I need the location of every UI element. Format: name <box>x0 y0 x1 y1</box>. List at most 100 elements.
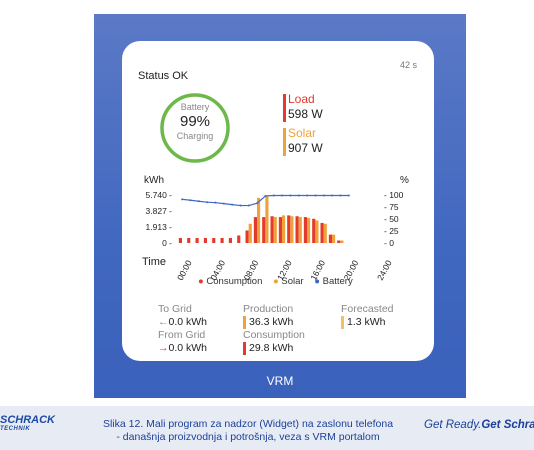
solar-bar <box>257 197 261 243</box>
consumption-bar <box>220 237 224 243</box>
solar-bar <box>265 196 269 243</box>
schrack-logo: SCHRACK TECHNIK <box>0 414 55 432</box>
slogan-regular: Get Ready. <box>424 419 482 431</box>
vrm-widget-card[interactable]: 42 s Status OK Battery 99% Charging Load… <box>122 41 434 361</box>
consumption-bar <box>253 217 257 243</box>
consumption-bar <box>237 235 241 243</box>
slogan-bold: Get Schra <box>481 419 534 431</box>
production-value: 36.3 kWh <box>249 316 294 328</box>
right-tick-label: - 75 <box>384 202 399 212</box>
legend-consumption[interactable]: ● Consumption <box>198 276 263 287</box>
right-tick-label: - 25 <box>384 226 399 236</box>
consumption-value: 29.8 kWh <box>249 342 294 354</box>
consumption-bar <box>287 215 291 243</box>
battery-point <box>331 194 334 197</box>
consumption-bar <box>245 230 249 243</box>
forecasted-indicator-bar <box>341 316 344 329</box>
battery-point <box>206 201 209 204</box>
x-axis-title: Time <box>142 256 166 268</box>
solar-value: 907 W <box>288 141 323 155</box>
battery-point <box>281 194 284 197</box>
to-grid-row: ←0.0 kWh <box>158 316 207 328</box>
solar-bar <box>290 216 294 243</box>
x-tick-label: 24:00 <box>375 258 394 282</box>
left-tick-label: 1.913 - <box>146 222 173 232</box>
from-grid-value: 0.0 kWh <box>168 342 208 354</box>
consumption-bar <box>262 217 266 243</box>
consumption-bar <box>320 222 324 243</box>
solar-bar <box>332 234 336 243</box>
legend-solar[interactable]: ● Solar <box>273 276 304 287</box>
energy-chart: kWh % Time 5.740 - 3.827 - 1.913 - 0 - - 10… <box>142 175 409 282</box>
battery-point <box>231 203 234 206</box>
battery-point <box>247 204 250 207</box>
battery-point <box>339 194 342 197</box>
left-tick-label: 5.740 - <box>146 190 173 200</box>
solar-bar <box>273 217 277 243</box>
battery-state: Charging <box>176 131 214 141</box>
right-tick-label: - 100 <box>384 190 404 200</box>
legend-battery[interactable]: ● Battery <box>314 276 353 287</box>
chart-legend: ● Consumption ● Solar ● Battery <box>198 276 353 287</box>
consumption-bar <box>203 237 207 243</box>
consumption-bar <box>328 234 332 243</box>
solar-label: Solar <box>288 126 317 140</box>
battery-point <box>289 194 292 197</box>
figure-caption: Slika 12. Mali program za nadzor (Widget… <box>78 418 418 444</box>
solar-bar <box>307 217 311 243</box>
left-arrow-icon: ← <box>158 316 169 328</box>
solar-bar <box>282 215 286 243</box>
left-tick-label: 3.827 - <box>146 206 173 216</box>
from-grid-row: →0.0 kWh <box>158 342 207 354</box>
x-tick-label: 00:00 <box>175 258 194 282</box>
battery-point <box>347 194 350 197</box>
consumption-bar <box>312 218 316 243</box>
to-grid-value: 0.0 kWh <box>168 316 208 328</box>
left-tick-label: 0 - <box>162 238 172 248</box>
consumption-bar <box>212 237 216 243</box>
caption-line-2: - današnja proizvodnja i potrošnja, veza… <box>116 431 380 443</box>
consumption-bar <box>295 216 299 243</box>
solar-bar <box>323 223 327 243</box>
refresh-age: 42 s <box>400 60 418 70</box>
consumption-indicator-bar <box>243 342 246 355</box>
consumption-bar <box>187 237 191 243</box>
battery-ring-labels: Battery 99% Charging <box>158 102 232 141</box>
solar-bar <box>315 220 319 243</box>
consumption-label: Consumption <box>243 329 305 341</box>
battery-point <box>197 200 200 203</box>
right-axis-title: % <box>400 175 409 186</box>
caption-line-1: Slika 12. Mali program za nadzor (Widget… <box>102 418 394 430</box>
battery-point <box>222 202 225 205</box>
battery-point <box>256 202 259 205</box>
from-grid-label: From Grid <box>158 329 206 341</box>
logo-subtext: TECHNIK <box>0 426 31 432</box>
load-value: 598 W <box>288 107 323 121</box>
forecasted-value: 1.3 kWh <box>347 316 386 328</box>
battery-point <box>272 194 275 197</box>
solar-bar <box>248 223 252 243</box>
status-text: Status OK <box>138 70 189 82</box>
solar-indicator-bar <box>283 128 286 156</box>
battery-percent: 99% <box>179 113 211 130</box>
app-name-label: VRM <box>266 374 294 388</box>
consumption-bar <box>195 237 199 243</box>
battery-label: Battery <box>180 102 210 112</box>
slogan: Get Ready.Get Schra <box>424 419 534 431</box>
consumption-bar <box>228 237 232 243</box>
consumption-bar <box>270 216 274 243</box>
left-axis-title: kWh <box>144 175 164 186</box>
battery-point <box>322 194 325 197</box>
solar-bar <box>340 240 344 243</box>
production-label: Production <box>243 303 294 315</box>
battery-point <box>306 194 309 197</box>
right-arrow-icon: → <box>158 342 169 354</box>
consumption-bar <box>337 240 341 243</box>
logo-text: SCHRACK <box>0 414 55 426</box>
load-indicator-bar <box>283 94 286 122</box>
load-label: Load <box>288 92 315 106</box>
right-tick-label: - 50 <box>384 214 399 224</box>
battery-point <box>239 204 242 207</box>
battery-ring <box>160 93 230 163</box>
consumption-bar <box>303 217 307 243</box>
